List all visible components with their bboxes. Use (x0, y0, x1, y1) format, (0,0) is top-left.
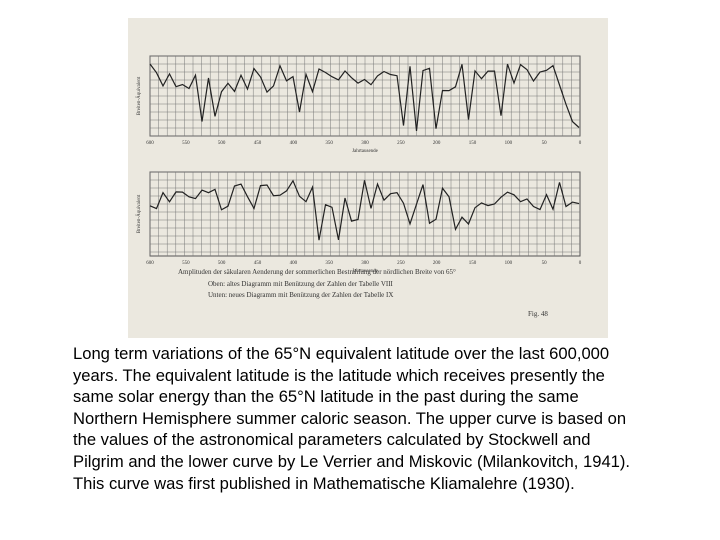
y-axis-label: Breiten-Äquivalent (136, 194, 142, 233)
x-tick-label: 50 (542, 141, 548, 146)
x-tick-label: 100 (505, 141, 513, 146)
x-tick-label: 450 (254, 141, 262, 146)
x-tick-label: 550 (182, 141, 190, 146)
x-tick-label: 0 (579, 141, 582, 146)
x-tick-label: 500 (218, 261, 226, 266)
caption-line: years. The equivalent latitude is the la… (73, 365, 605, 385)
x-tick-label: 150 (469, 141, 477, 146)
x-tick-label: 50 (542, 261, 548, 266)
curve (149, 63, 580, 131)
x-tick-label: 300 (361, 141, 369, 146)
x-tick-label: 600 (146, 261, 154, 266)
x-tick-label: 0 (579, 261, 582, 266)
y-axis-label: Breiten-Äquivalent (136, 76, 142, 115)
x-axis-label: Jahrtausende (352, 149, 379, 154)
x-tick-label: 300 (361, 261, 369, 266)
x-tick-label: 550 (182, 261, 190, 266)
caption: Long term variations of the 65°N equival… (73, 343, 713, 494)
x-tick-label: 250 (397, 261, 405, 266)
scanned-figure: 600 550 500 450 400 350 300 250 200 150 100 50 0Jahr… (128, 18, 608, 338)
x-tick-label: 250 (397, 141, 405, 146)
figure-legend-line: Oben: altes Diagramm mit Benützung der Z… (208, 280, 394, 288)
x-tick-label: 350 (325, 261, 333, 266)
caption-line: same solar energy than the 65°N latitude… (73, 387, 579, 407)
x-axis-label: Jahrtausende (352, 269, 379, 274)
figure-legend-line: Unten: neues Diagramm mit Benützung der … (208, 291, 393, 299)
caption-line: Pilgrim and the lower curve by Le Verrie… (73, 451, 631, 471)
x-tick-label: 600 (146, 141, 154, 146)
panels: 600 550 500 450 400 350 300 250 200 150 100 50 0Jahr… (136, 55, 582, 274)
caption-line: This curve was first published in Mathem… (73, 473, 575, 493)
x-tick-label: 450 (254, 261, 262, 266)
x-tick-label: 400 (290, 141, 298, 146)
x-tick-label: 100 (505, 261, 513, 266)
caption-line: Long term variations of the 65°N equival… (73, 344, 610, 363)
x-tick-label: 350 (325, 141, 333, 146)
x-tick-label: 200 (433, 261, 441, 266)
caption-line: Northern Hemisphere summer caloric seaso… (73, 408, 627, 428)
x-tick-label: 150 (469, 261, 477, 266)
x-tick-label: 200 (433, 141, 441, 146)
x-tick-label: 500 (218, 141, 226, 146)
caption-line: the values of the astronomical parameter… (73, 430, 591, 450)
curve (149, 179, 580, 241)
figure-legend-line: Amplituden der säkularen Aenderung der s… (178, 268, 456, 276)
x-tick-label: 400 (290, 261, 298, 266)
figure-number: Fig. 48 (528, 310, 548, 318)
figure-background (128, 18, 608, 338)
